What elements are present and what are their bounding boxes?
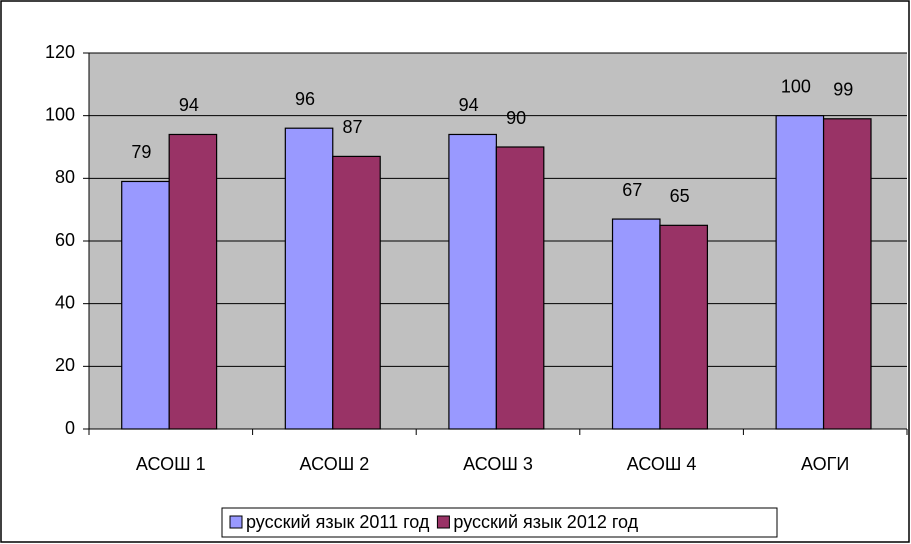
x-tick-label: АСОШ 2 [300,454,370,474]
y-tick-label: 120 [45,42,75,62]
bar [332,155,381,430]
data-label: 87 [342,117,362,137]
y-tick-label: 40 [55,292,75,312]
legend-swatch [436,515,450,529]
x-tick-label: АСОШ 3 [463,454,533,474]
legend-swatch [229,515,243,529]
legend-box [221,507,778,538]
y-tick-label: 60 [55,230,75,250]
bar [284,127,334,430]
y-tick-label: 20 [55,355,75,375]
bar [448,133,497,430]
data-label: 99 [833,80,853,100]
data-label: 96 [295,89,315,109]
data-label: 90 [506,108,526,128]
x-tick-label: АСОШ 4 [627,454,697,474]
y-tick-label: 0 [65,418,75,438]
bar [168,133,218,430]
x-tick-label: АСОШ 1 [136,454,206,474]
y-tick-label: 100 [45,104,75,124]
data-label: 79 [131,142,151,162]
y-tick-label: 80 [55,167,75,187]
bar [611,218,661,430]
bar [495,146,545,430]
legend-label: русский язык 2012 год [453,512,638,532]
data-label: 65 [670,186,690,206]
bar [121,180,170,430]
bar [775,115,825,430]
data-label: 100 [781,76,811,96]
legend-label: русский язык 2011 год [246,512,430,532]
data-label: 94 [179,95,199,115]
x-tick-label: АОГИ [801,454,849,474]
bar [822,118,872,430]
data-label: 94 [459,95,479,115]
bar [659,224,709,430]
data-label: 67 [622,180,642,200]
